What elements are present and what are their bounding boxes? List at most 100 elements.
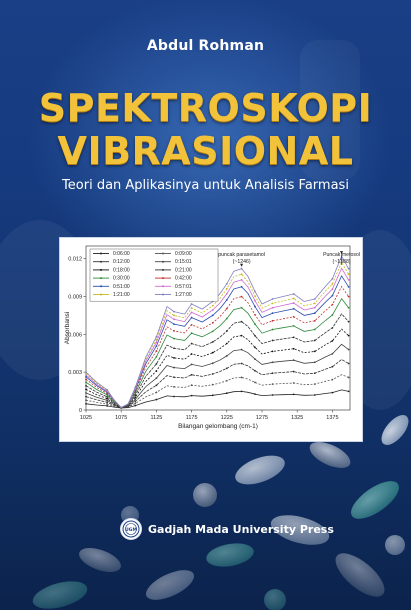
series-point <box>225 367 228 370</box>
series-point <box>211 314 214 317</box>
series-point <box>173 395 175 398</box>
x-axis-label: Bilangan gelombang (cm-1) <box>178 423 258 430</box>
series-point <box>271 372 274 375</box>
series-point <box>85 371 87 374</box>
legend-marker <box>100 277 102 280</box>
series-point <box>254 323 256 325</box>
annotation-label: puncak parasetamol <box>218 252 265 258</box>
series-point <box>313 350 316 353</box>
series-point <box>211 341 214 343</box>
series-point <box>254 369 256 372</box>
series-point <box>271 361 274 364</box>
series-point <box>271 339 274 342</box>
series-point <box>190 363 193 366</box>
series-line-11 <box>85 255 349 409</box>
series-point <box>225 317 228 320</box>
series-point <box>211 351 214 354</box>
series-point <box>190 332 193 335</box>
series-point <box>331 352 334 355</box>
series-point <box>347 306 350 309</box>
series-point <box>331 339 334 342</box>
series-point <box>347 348 350 351</box>
legend-box <box>89 248 219 302</box>
series-point <box>85 378 87 381</box>
series-point <box>155 391 158 394</box>
y-tick-label: 0.009 <box>68 294 82 300</box>
legend-label: 0:51:00 <box>113 284 130 290</box>
series-point <box>271 312 274 315</box>
plot-frame <box>85 245 351 411</box>
series-point <box>240 348 243 351</box>
series-point <box>106 394 109 396</box>
series-point <box>85 375 87 378</box>
series-point <box>313 302 316 305</box>
series-point <box>331 365 334 368</box>
series-point <box>173 314 175 317</box>
series-point <box>347 273 350 276</box>
series-point <box>292 325 295 327</box>
series-point <box>240 376 243 379</box>
series-point <box>173 318 175 321</box>
legend-label: 0:42:00 <box>175 276 192 282</box>
series-point <box>85 402 87 405</box>
x-tick-label: 1275 <box>256 415 268 421</box>
spectrum-chart-panel: 1025 1075 1125 1175 1225 1275 1325 1375 0 0.003 0.… <box>59 237 363 442</box>
series-point <box>331 294 334 297</box>
series-point <box>85 395 87 398</box>
y-axis-label: Absorbansi <box>64 312 71 345</box>
series-point <box>347 320 350 323</box>
legend-marker <box>100 268 102 271</box>
series-point <box>240 285 243 288</box>
series-point <box>347 390 350 393</box>
spectrum-chart: 1025 1075 1125 1175 1225 1275 1325 1375 0 0.003 0.… <box>64 245 360 430</box>
series-point <box>292 293 295 295</box>
legend-marker <box>162 277 164 280</box>
annotation-arrowhead <box>340 251 344 255</box>
legend-marker <box>162 293 164 296</box>
ugm-logo-text: UGM <box>125 527 138 533</box>
x-tick-label: 1325 <box>291 415 303 421</box>
series-point <box>331 288 334 291</box>
series-point <box>190 307 193 310</box>
y-tick-label: 0.006 <box>68 332 82 338</box>
series-point <box>254 393 256 396</box>
series-point <box>225 379 228 382</box>
series-point <box>106 399 109 402</box>
series-point <box>313 394 316 396</box>
legend-label: 0:30:00 <box>113 276 130 282</box>
series-point <box>106 388 109 391</box>
series-point <box>190 342 193 345</box>
series-line-6 <box>85 297 349 409</box>
y-tick-label: 0.012 <box>68 257 82 263</box>
series-point <box>155 384 158 387</box>
series-point <box>271 298 274 300</box>
series-point <box>271 350 274 353</box>
series-point <box>271 306 274 309</box>
x-tick-label: 1375 <box>326 415 338 421</box>
series-point <box>331 303 334 306</box>
series-point <box>331 314 334 316</box>
series-point <box>331 277 334 280</box>
series-point <box>211 394 214 397</box>
series-point <box>225 392 228 395</box>
ugm-logo-icon: UGM <box>120 518 142 540</box>
book-title-line-2: VIBRASIONAL <box>57 129 354 173</box>
series-point <box>313 319 316 322</box>
series-point <box>347 267 350 270</box>
series-point <box>85 388 87 391</box>
x-tick-label: 1075 <box>115 415 127 421</box>
series-point <box>106 397 109 400</box>
series-point <box>313 312 316 315</box>
series-point <box>134 396 137 399</box>
series-point <box>211 373 214 375</box>
series-point <box>134 404 137 407</box>
series-point <box>211 383 214 386</box>
series-point <box>271 302 274 305</box>
series-point <box>211 304 214 307</box>
series-point <box>347 376 350 379</box>
x-tick-label: 1225 <box>221 415 233 421</box>
series-point <box>190 373 193 376</box>
series-point <box>254 299 256 302</box>
series-point <box>271 383 274 386</box>
